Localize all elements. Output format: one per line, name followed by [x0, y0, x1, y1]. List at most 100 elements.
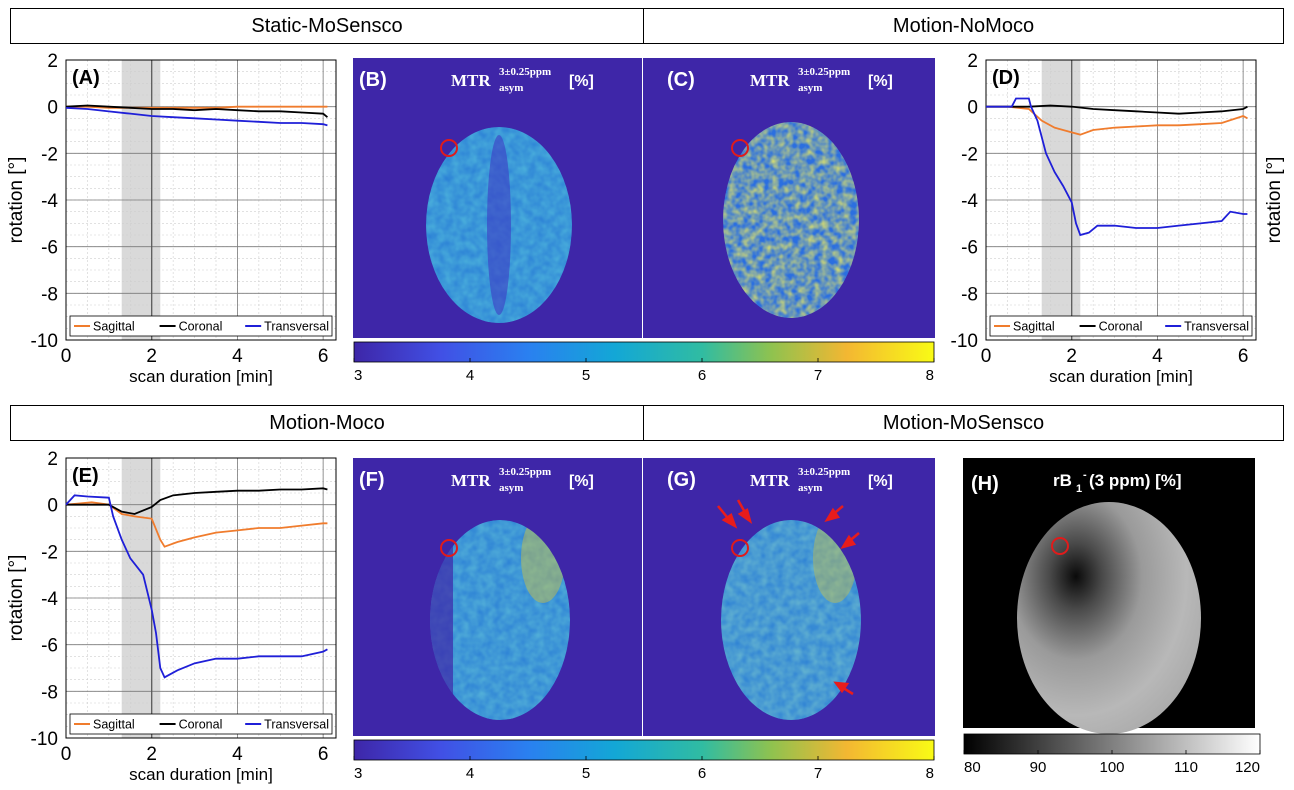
colorbar-tick-label: 80 — [964, 759, 981, 776]
y-axis-label: rotation [°] — [6, 555, 27, 642]
y-axis-label: rotation [°] — [6, 157, 27, 244]
y-tick-label: -6 — [961, 238, 978, 259]
legend: Sagittal Coronal Transversal — [989, 315, 1253, 337]
colorbar-tick-label: 4 — [466, 765, 474, 782]
panel-label-h: (H) — [971, 473, 999, 495]
arrow-icons — [717, 499, 860, 696]
rb1-colorbar: 80 90 100 110 120 — [963, 733, 1261, 776]
section-header-static-mosensco: Static-MoSensco — [10, 8, 644, 44]
svg-text:rB: rB — [1053, 471, 1072, 490]
legend-entry: Sagittal — [1013, 320, 1055, 334]
colorbar-tick-label: 6 — [698, 765, 706, 782]
colorbar-tick-label: 100 — [1099, 759, 1124, 776]
x-axis-label: scan duration [min] — [129, 765, 273, 784]
series-line-transversal — [65, 106, 328, 127]
colorbar-gradient — [353, 739, 935, 761]
y-tick-label: -6 — [41, 636, 58, 657]
x-tick-label: 6 — [318, 744, 329, 765]
y-tick-label: -4 — [41, 191, 58, 212]
x-tick-label: 4 — [232, 346, 243, 367]
colorbar-tick-label: 120 — [1235, 759, 1260, 776]
svg-text:1: 1 — [1076, 483, 1082, 495]
svg-text:asym: asym — [499, 82, 523, 94]
roi-ring — [1051, 537, 1069, 555]
y-tick-label: -8 — [41, 284, 58, 305]
series-line-transversal — [986, 97, 1248, 237]
y-tick-label: 0 — [47, 98, 58, 119]
y-tick-label: 2 — [967, 51, 978, 72]
y-tick-label: 2 — [47, 51, 58, 72]
mtr-map-b: (B) MTR 3±0.25ppm asym [%] — [353, 58, 642, 338]
section-title: Static-MoSensco — [251, 14, 403, 37]
roi-ring — [440, 139, 458, 157]
colorbar-tick-label: 8 — [926, 765, 934, 782]
svg-text:asym: asym — [798, 82, 822, 94]
legend-entry: Coronal — [1099, 320, 1143, 334]
y-tick-label: -2 — [41, 144, 58, 165]
y-tick-label: -10 — [31, 729, 58, 750]
legend: Sagittal Coronal Transversal — [69, 713, 333, 735]
x-tick-label: 6 — [318, 346, 329, 367]
legend-entry: Transversal — [264, 320, 329, 334]
colorbar-tick-label: 3 — [354, 765, 362, 782]
rb1-field — [1017, 502, 1201, 734]
y-tick-label: 0 — [47, 496, 58, 517]
x-tick-label: 2 — [146, 744, 157, 765]
mtr-colorbar-top: 3 4 5 6 7 8 — [353, 341, 935, 384]
colorbar-tick-label: 5 — [582, 367, 590, 384]
series-line-sagittal — [66, 105, 328, 109]
x-tick-label: 0 — [61, 744, 72, 765]
svg-text:asym: asym — [499, 482, 523, 494]
section-header-motion-mosensco: Motion-MoSensco — [643, 405, 1284, 441]
legend-entry: Sagittal — [93, 718, 135, 732]
legend-entry: Coronal — [179, 320, 223, 334]
x-tick-label: 2 — [1066, 346, 1077, 367]
y-tick-label: -2 — [961, 144, 978, 165]
series-line-coronal — [986, 104, 1248, 115]
x-tick-label: 0 — [981, 346, 992, 367]
map-title: MTR 3±0.25ppm asym [%] — [750, 66, 893, 94]
svg-text:3±0.25ppm: 3±0.25ppm — [798, 466, 850, 478]
series-line-coronal — [66, 487, 328, 515]
svg-text:3±0.25ppm: 3±0.25ppm — [499, 66, 551, 78]
rb1-map-h: (H) rB 1 - (3 ppm) [%] — [963, 458, 1255, 734]
x-tick-label: 4 — [232, 744, 243, 765]
colorbar-tick-label: 7 — [814, 367, 822, 384]
svg-text:asym: asym — [798, 482, 822, 494]
colorbar-tick-label: 5 — [582, 765, 590, 782]
y-tick-label: -8 — [961, 284, 978, 305]
y-tick-label: -8 — [41, 682, 58, 703]
x-tick-label: 4 — [1152, 346, 1163, 367]
y-tick-label: 2 — [47, 449, 58, 470]
y-tick-label: -6 — [41, 238, 58, 259]
y-tick-label: -10 — [31, 331, 58, 352]
svg-text:-: - — [1083, 469, 1087, 481]
map-title: MTR 3±0.25ppm asym [%] — [451, 466, 594, 494]
colorbar-tick-label: 90 — [1030, 759, 1047, 776]
x-axis-label: scan duration [min] — [129, 367, 273, 386]
colorbar-tick-label: 4 — [466, 367, 474, 384]
x-axis-label: scan duration [min] — [1049, 367, 1193, 386]
legend-entry: Transversal — [264, 718, 329, 732]
roi-ring — [731, 539, 749, 557]
x-tick-label: 6 — [1238, 346, 1249, 367]
y-tick-label: -2 — [41, 542, 58, 563]
panel-label: (A) — [72, 67, 100, 89]
svg-text:MTR: MTR — [750, 71, 790, 90]
y-tick-label: -10 — [951, 331, 978, 352]
map-title: MTR 3±0.25ppm asym [%] — [451, 66, 594, 94]
colorbar-tick-label: 6 — [698, 367, 706, 384]
series-line-sagittal — [65, 501, 328, 548]
panel-label-f: (F) — [359, 469, 385, 491]
y-tick-label: -4 — [41, 589, 58, 610]
legend-entry: Coronal — [179, 718, 223, 732]
colorbar-gradient — [353, 341, 935, 363]
svg-text:[%]: [%] — [868, 73, 893, 90]
svg-text:MTR: MTR — [451, 71, 491, 90]
series-line-transversal — [65, 494, 328, 679]
colorbar-tick-label: 3 — [354, 367, 362, 384]
section-header-motion-moco: Motion-Moco — [10, 405, 644, 441]
